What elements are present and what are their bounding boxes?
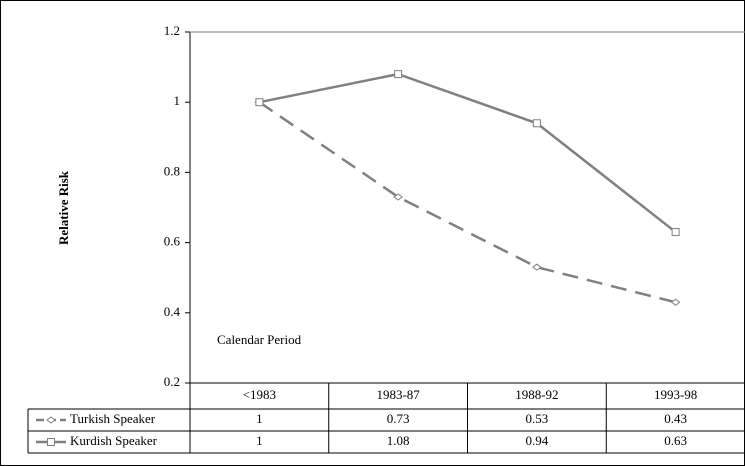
- table-value: 0.63: [664, 433, 687, 448]
- table-value: 1: [256, 433, 263, 448]
- y-tick-label: 0.6: [164, 234, 181, 249]
- marker: [532, 263, 542, 271]
- marker: [47, 438, 55, 446]
- y-tick-label: 0.4: [164, 304, 181, 319]
- marker: [532, 119, 541, 128]
- legend-label: Kurdish Speaker: [70, 433, 158, 448]
- marker: [394, 70, 403, 79]
- series-line: [259, 72, 677, 234]
- table-value: 0.94: [526, 433, 549, 448]
- marker: [670, 298, 681, 306]
- x-tick-label: 1993-98: [654, 387, 697, 402]
- table-value: 0.73: [387, 411, 410, 426]
- marker: [393, 193, 403, 201]
- table-value: 1.08: [387, 433, 410, 448]
- marker: [671, 228, 680, 237]
- y-axis-title: Relative Risk: [56, 170, 71, 245]
- x-tick-label: 1983-87: [376, 387, 420, 402]
- y-tick-label: 1.2: [164, 23, 180, 38]
- y-tick-label: 1: [174, 93, 181, 108]
- table-value: 1: [256, 411, 263, 426]
- x-tick-label: 1988-92: [515, 387, 558, 402]
- marker: [46, 416, 56, 424]
- table-value: 0.53: [526, 411, 549, 426]
- legend-label: Turkish Speaker: [70, 411, 156, 426]
- y-tick-label: 0.8: [164, 163, 180, 178]
- table-value: 0.43: [664, 411, 687, 426]
- x-axis-title: Calendar Period: [217, 332, 302, 347]
- series-line: [258, 101, 676, 304]
- y-tick-label: 0.2: [164, 374, 180, 389]
- marker: [255, 98, 264, 107]
- x-tick-label: <1983: [243, 387, 276, 402]
